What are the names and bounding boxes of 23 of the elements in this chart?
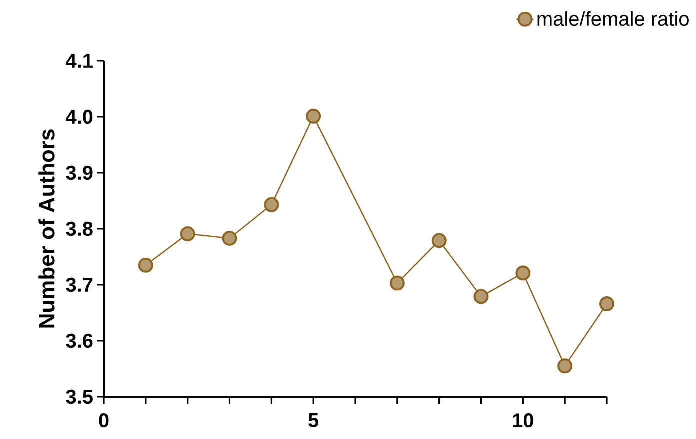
x-tick-label: 0 — [99, 414, 109, 428]
y-tick-label: 3.8 — [66, 222, 93, 236]
point — [516, 266, 531, 281]
y-tick-label: 4.1 — [66, 54, 93, 68]
point — [264, 197, 280, 212]
point — [599, 296, 614, 312]
y-tick-label: 3.9 — [66, 166, 93, 180]
legend-label: male/female ratio — [538, 11, 689, 26]
y-tick-label: 3.6 — [66, 334, 93, 348]
point — [180, 226, 196, 242]
point — [474, 289, 489, 304]
point — [432, 233, 447, 248]
point — [306, 108, 322, 124]
y-tick-label: 3.5 — [66, 390, 93, 404]
x-tick-label: 5 — [308, 414, 319, 428]
y-axis-title: Number of Authors — [38, 130, 55, 328]
x-tick-label: 10 — [513, 414, 534, 428]
y-tick-label: 3.7 — [66, 278, 93, 292]
point — [390, 276, 405, 291]
point — [222, 231, 238, 246]
y-tick-label: 4.0 — [66, 110, 93, 124]
point — [138, 258, 154, 273]
point — [558, 358, 573, 374]
